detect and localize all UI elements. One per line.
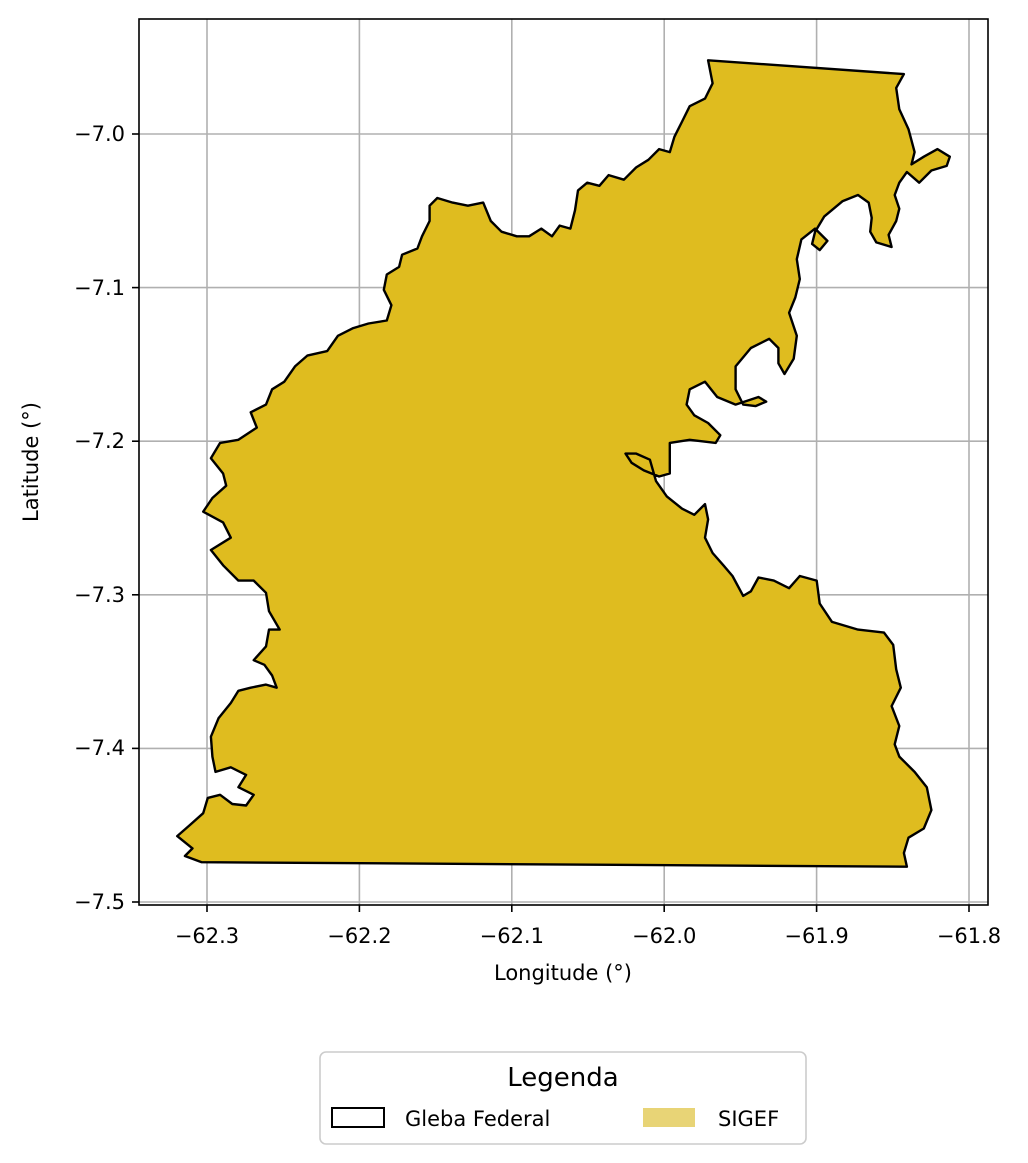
x-axis: −62.3 −62.2 −62.1 −62.0 −61.9 −61.8 Long… xyxy=(175,905,1001,985)
y-tick-label: −7.5 xyxy=(74,890,125,914)
x-tick-label: −62.3 xyxy=(175,924,239,948)
x-tick-label: −62.2 xyxy=(327,924,391,948)
y-tick-label: −7.3 xyxy=(74,583,125,607)
y-tick-label: −7.0 xyxy=(74,122,125,146)
x-axis-title: Longitude (°) xyxy=(494,961,632,985)
x-tick-label: −62.0 xyxy=(632,924,696,948)
legend-label-gleba-federal: Gleba Federal xyxy=(405,1107,550,1131)
x-tick-label: −61.9 xyxy=(784,924,848,948)
x-tick-label: −62.1 xyxy=(480,924,544,948)
x-tick-label: −61.8 xyxy=(937,924,1001,948)
legend-swatch-gleba-federal xyxy=(331,1107,385,1128)
y-axis: −7.0 −7.1 −7.2 −7.3 −7.4 −7.5 Latitude (… xyxy=(19,122,139,914)
legend: Legenda Gleba Federal SIGEF xyxy=(319,1051,807,1145)
sigef-area-polygon xyxy=(175,59,951,868)
legend-label-sigef: SIGEF xyxy=(718,1107,779,1131)
axes-frame xyxy=(138,18,989,906)
y-axis-title: Latitude (°) xyxy=(19,402,43,522)
legend-swatch-sigef xyxy=(643,1108,695,1127)
y-tick-label: −7.2 xyxy=(74,429,125,453)
y-tick-label: −7.1 xyxy=(74,276,125,300)
y-tick-label: −7.4 xyxy=(74,736,125,760)
legend-title: Legenda xyxy=(507,1063,618,1093)
